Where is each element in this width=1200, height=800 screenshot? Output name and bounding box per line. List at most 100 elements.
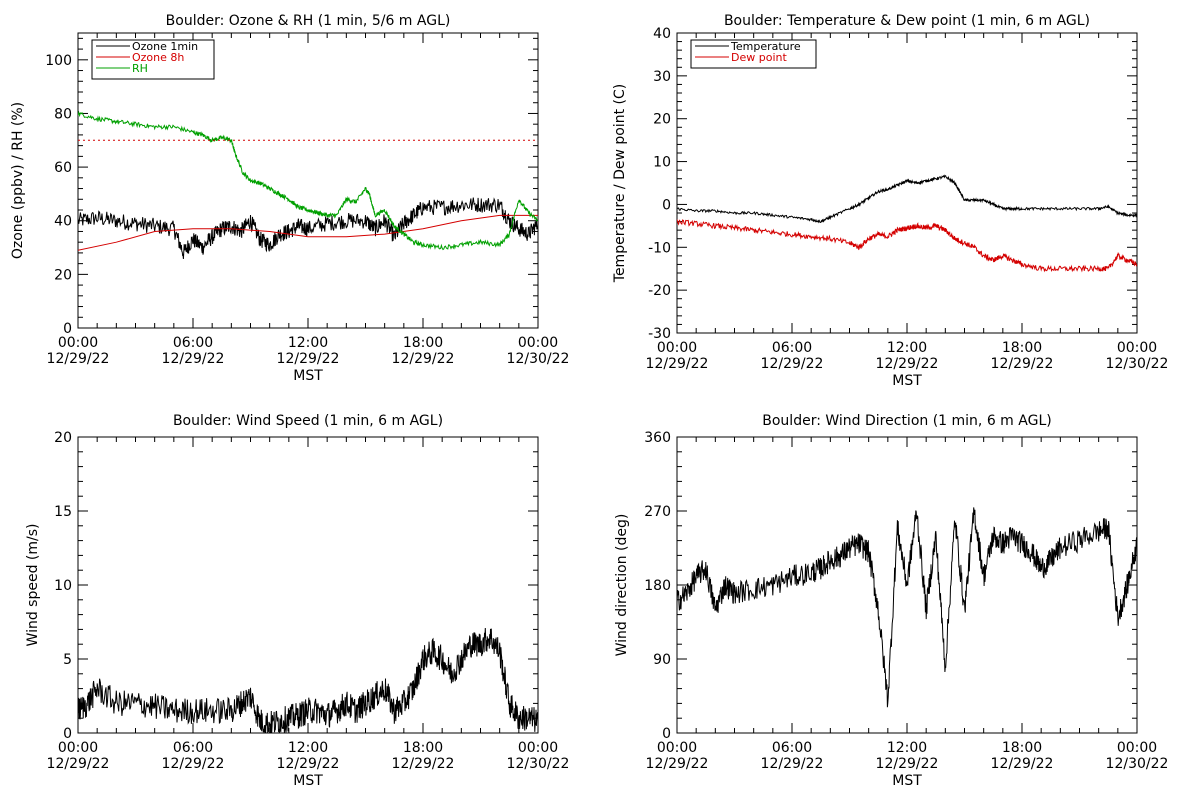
x-tick-date: 12/29/22: [277, 756, 340, 772]
series-group: [78, 627, 538, 733]
series-group: [78, 110, 538, 260]
x-tick-date: 12/30/22: [507, 756, 570, 772]
x-axis-label: MST: [293, 368, 323, 384]
legend-entry: RH: [132, 62, 148, 75]
x-tick-label: 12:00: [288, 335, 328, 351]
y-tick-label: 30: [653, 69, 671, 85]
series-group: [677, 507, 1137, 708]
chart-4: Boulder: Wind Direction (1 min, 6 m AGL)…: [614, 413, 1168, 789]
y-tick-label: 90: [653, 652, 671, 668]
x-tick-date: 12/29/22: [277, 351, 340, 367]
y-tick-label: -10: [648, 240, 671, 256]
y-tick-label: 10: [653, 155, 671, 171]
y-tick-label: -30: [648, 326, 671, 342]
x-tick-label: 18:00: [1002, 340, 1042, 356]
series-line-1: [78, 197, 538, 260]
x-tick-date: 12/29/22: [761, 356, 824, 372]
y-tick-label: 0: [662, 726, 671, 742]
x-tick-label: 12:00: [887, 340, 927, 356]
x-tick-label: 12:00: [887, 740, 927, 756]
x-tick-date: 12/29/22: [392, 756, 455, 772]
x-tick-label: 06:00: [173, 740, 213, 756]
y-tick-label: -20: [648, 283, 671, 299]
y-tick-label: 5: [63, 652, 72, 668]
x-tick-label: 06:00: [772, 340, 812, 356]
y-tick-label: 100: [45, 53, 72, 69]
series-line-2: [677, 219, 1137, 273]
x-tick-label: 00:00: [657, 340, 697, 356]
plot-frame: [77, 436, 539, 734]
x-tick-date: 12/29/22: [876, 356, 939, 372]
y-tick-label: 20: [54, 430, 72, 446]
x-tick-label: 12:00: [288, 740, 328, 756]
series-group: [677, 174, 1137, 273]
legend-entry: Dew point: [731, 51, 787, 64]
chart-title: Boulder: Ozone & RH (1 min, 5/6 m AGL): [166, 13, 451, 29]
y-axis-label: Ozone (ppbv) / RH (%): [10, 102, 26, 259]
legend-box: [690, 39, 817, 69]
chart-2: Boulder: Temperature & Dew point (1 min,…: [612, 13, 1168, 389]
x-tick-date: 12/29/22: [162, 756, 225, 772]
x-tick-date: 12/29/22: [646, 756, 709, 772]
y-tick-label: 180: [644, 578, 671, 594]
y-tick-label: 80: [54, 106, 72, 122]
series-line-1: [677, 174, 1137, 224]
series-line-1: [677, 507, 1137, 708]
x-tick-label: 18:00: [403, 335, 443, 351]
x-tick-date: 12/29/22: [646, 356, 709, 372]
series-line-2: [78, 214, 538, 251]
y-tick-label: 15: [54, 504, 72, 520]
y-tick-label: 10: [54, 578, 72, 594]
x-tick-date: 12/29/22: [761, 756, 824, 772]
chart-title: Boulder: Temperature & Dew point (1 min,…: [724, 13, 1090, 29]
x-tick-date: 12/29/22: [991, 356, 1054, 372]
x-axis-label: MST: [892, 373, 922, 389]
x-tick-label: 00:00: [657, 740, 697, 756]
legend-entry: Ozone 1min: [132, 40, 198, 53]
x-tick-date: 12/29/22: [991, 756, 1054, 772]
chart-3: Boulder: Wind Speed (1 min, 6 m AGL) 0 5 10…: [25, 413, 569, 789]
y-tick-label: 20: [653, 112, 671, 128]
plot-frame: [676, 32, 1138, 334]
x-tick-date: 12/29/22: [47, 351, 110, 367]
x-axis-label: MST: [892, 773, 922, 789]
x-tick-label: 00:00: [1117, 740, 1157, 756]
y-axis-label: Temperature / Dew point (C): [612, 84, 628, 283]
y-tick-label: 40: [54, 214, 72, 230]
y-tick-label: 360: [644, 430, 671, 446]
x-tick-label: 18:00: [403, 740, 443, 756]
legend-entry: Temperature: [730, 40, 801, 53]
y-tick-label: 270: [644, 504, 671, 520]
series-line-3: [78, 110, 538, 251]
x-tick-date: 12/30/22: [507, 351, 570, 367]
chart-1: Boulder: Ozone & RH (1 min, 5/6 m AGL) 0 2…: [10, 13, 569, 384]
x-axis-label: MST: [293, 773, 323, 789]
x-tick-date: 12/29/22: [162, 351, 225, 367]
y-tick-label: 20: [54, 267, 72, 283]
y-tick-label: 0: [662, 197, 671, 213]
y-tick-label: 40: [653, 26, 671, 42]
y-tick-label: 0: [63, 726, 72, 742]
x-tick-date: 12/30/22: [1106, 756, 1169, 772]
y-axis-label: Wind speed (m/s): [25, 524, 41, 647]
series-line-1: [78, 627, 538, 733]
x-tick-date: 12/30/22: [1106, 356, 1169, 372]
x-tick-label: 00:00: [58, 740, 98, 756]
y-tick-label: 60: [54, 160, 72, 176]
x-tick-label: 18:00: [1002, 740, 1042, 756]
chart-title: Boulder: Wind Speed (1 min, 6 m AGL): [173, 413, 443, 429]
x-tick-date: 12/29/22: [392, 351, 455, 367]
x-tick-label: 06:00: [173, 335, 213, 351]
x-tick-label: 00:00: [58, 335, 98, 351]
x-tick-label: 00:00: [1117, 340, 1157, 356]
legend-entry: Ozone 8h: [132, 51, 184, 64]
x-tick-label: 00:00: [518, 335, 558, 351]
y-axis-label: Wind direction (deg): [614, 514, 630, 657]
x-tick-date: 12/29/22: [47, 756, 110, 772]
x-tick-label: 00:00: [518, 740, 558, 756]
x-tick-date: 12/29/22: [876, 756, 939, 772]
y-tick-label: 0: [63, 321, 72, 337]
